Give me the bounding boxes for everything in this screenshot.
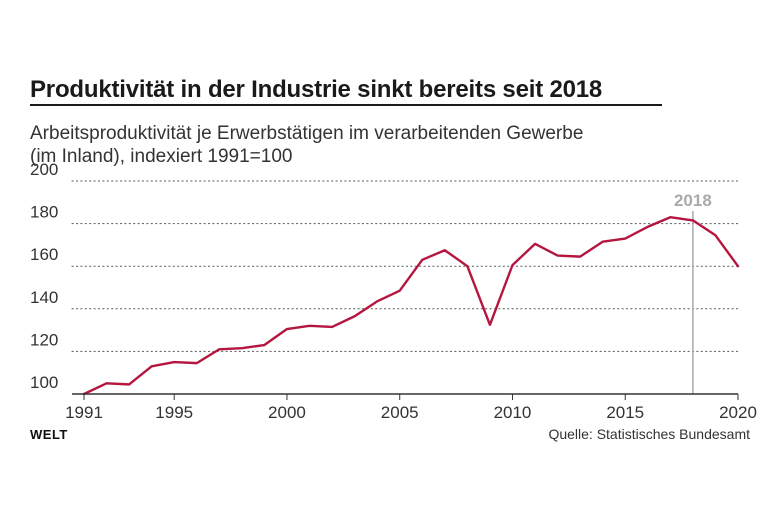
series-line-0 [82, 216, 740, 396]
x-tick-label-1995: 1995 [155, 403, 193, 422]
series [82, 216, 740, 396]
annotation-label-2018: 2018 [674, 191, 712, 210]
x-tick-label-2010: 2010 [494, 403, 532, 422]
x-tick-label-1991: 1991 [65, 403, 103, 422]
y-tick-label-200: 200 [30, 160, 58, 179]
subtitle-line-1: Arbeitsproduktivität je Erwerbstätigen i… [30, 123, 584, 144]
y-tick-label-180: 180 [30, 203, 58, 222]
annotations: 2018 [674, 191, 712, 394]
source-note: Quelle: Statistisches Bundesamt [548, 426, 750, 442]
y-tick-label-160: 160 [30, 245, 58, 264]
axes [72, 393, 739, 400]
x-tick-labels: 1991 1995 2000 2005 2010 2015 2020 [65, 403, 757, 422]
x-tick-label-2005: 2005 [381, 403, 419, 422]
y-tick-label-140: 140 [30, 288, 58, 307]
x-tick-label-2000: 2000 [268, 403, 306, 422]
y-tick-labels: 100 120 140 160 180 200 [30, 160, 58, 392]
y-tick-label-100: 100 [30, 373, 58, 392]
grid-lines [71, 180, 739, 352]
chart-subtitle: Arbeitsproduktivität je Erwerbstätigen i… [30, 122, 750, 168]
y-tick-label-120: 120 [30, 330, 58, 349]
brand-logo: WELT [30, 427, 68, 442]
x-tick-label-2015: 2015 [606, 403, 644, 422]
chart-title: Produktivität in der Industrie sinkt ber… [30, 76, 603, 103]
title-underline [30, 104, 662, 106]
x-tick-label-2020: 2020 [719, 403, 757, 422]
subtitle-line-2: (im Inland), indexiert 1991=100 [30, 146, 293, 167]
